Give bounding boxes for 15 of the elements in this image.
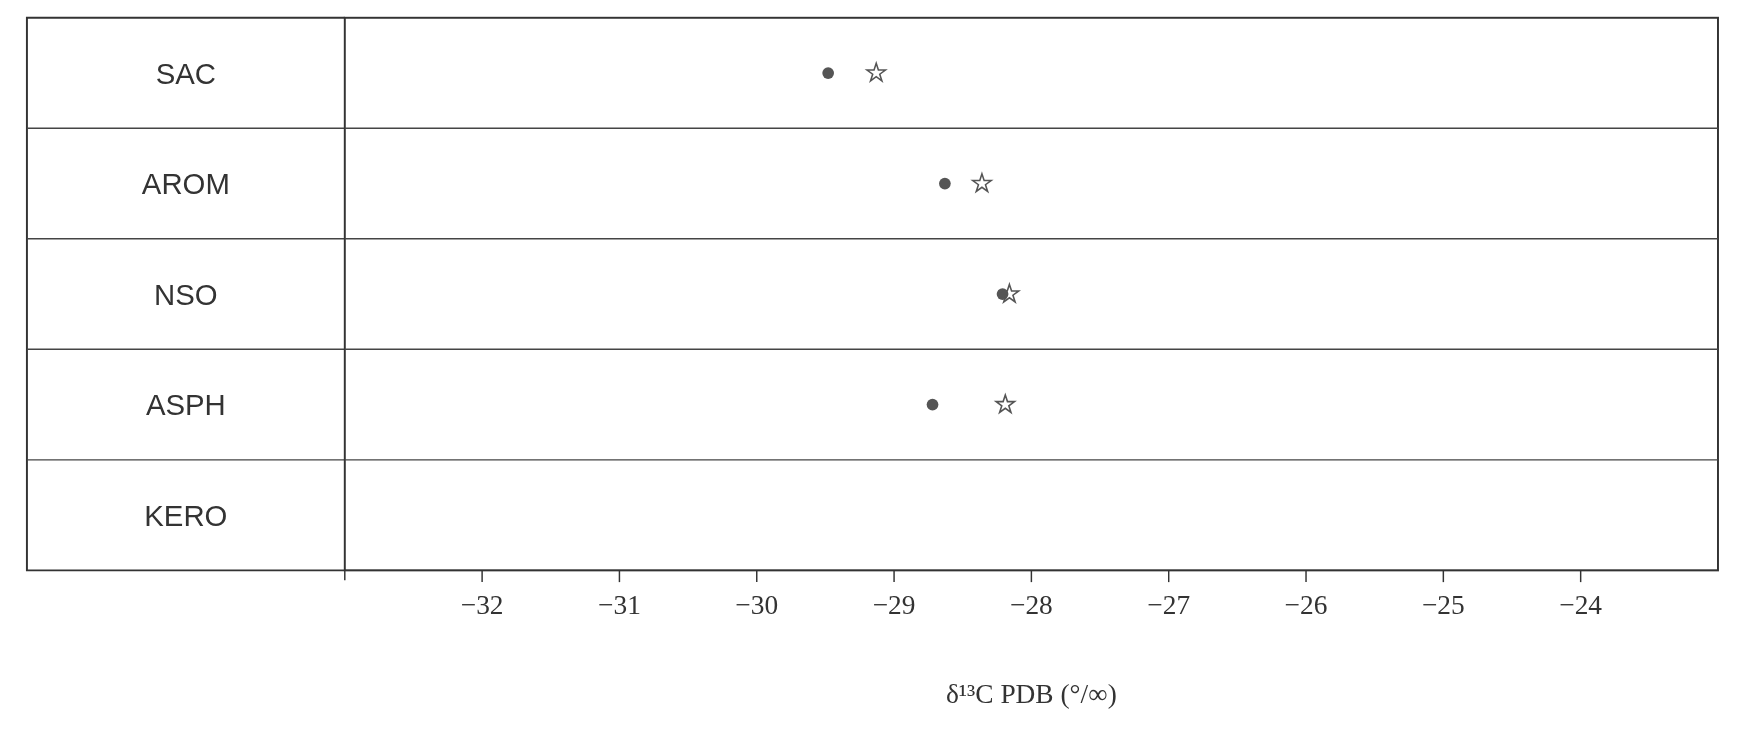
x-axis-title: δ¹³C PDB (°/∞) (945, 679, 1117, 710)
y-tick-label: NSO (154, 277, 218, 311)
y-tick-label: SAC (155, 56, 217, 90)
x-tick-label: −25 (1421, 590, 1465, 621)
x-tick-label: −28 (1009, 590, 1053, 621)
x-tick-label: −32 (460, 590, 504, 621)
y-tick-label: ASPH (145, 388, 226, 422)
x-tick-label: −29 (872, 590, 916, 621)
x-tick-label: −26 (1284, 590, 1328, 621)
x-tick-label: −24 (1559, 590, 1603, 621)
x-tick-label: −30 (735, 590, 779, 621)
x-tick-label: −27 (1147, 590, 1191, 621)
x-tick-label: −31 (598, 590, 641, 621)
y-tick-label: AROM (141, 167, 230, 201)
y-tick-label: KERO (144, 498, 228, 532)
